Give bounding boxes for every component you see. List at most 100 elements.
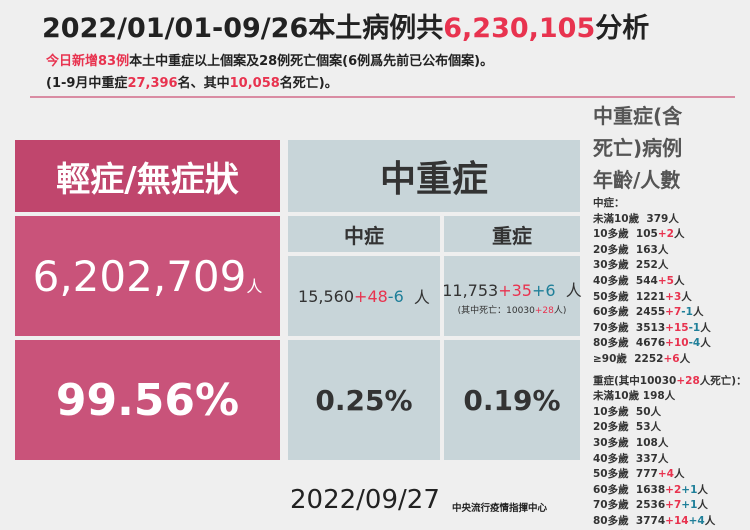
age-row: 80多歲 4676+10-4人 xyxy=(593,336,747,352)
text-part: 本土中重症以上個案及28例死亡個案(6例爲先前已公布個案)。 xyxy=(129,54,494,69)
age-row: 50多歲 1221+3人 xyxy=(593,290,747,306)
text-part: 人 xyxy=(673,228,685,241)
text-part: 人 xyxy=(700,337,711,350)
text-part: -4 xyxy=(688,337,701,350)
text-part: 中症： xyxy=(593,197,625,209)
side-list: 中症： 未滿10歲 379人 10多歲 105+2人 20多歲 163人 30多歲 25… xyxy=(593,196,747,530)
severe-cell: 11,753+35+6 人 (其中死亡：10030+28人) xyxy=(442,256,582,336)
text-part: 50多歲 777 xyxy=(593,468,658,481)
text-part: 70多歲 2536 xyxy=(593,499,666,512)
text-part: +1 xyxy=(681,483,698,496)
moderate-percent: 0.25% xyxy=(288,340,440,460)
age-row: 50多歲 777+4人 xyxy=(593,467,747,483)
text-part: 名死亡)。 xyxy=(279,76,338,91)
text-part: 人 xyxy=(704,514,716,527)
text-part: +6 xyxy=(663,352,680,365)
age-row: 70多歲 3513+15-1人 xyxy=(593,321,747,337)
text-part: 10,058 xyxy=(229,76,280,91)
text-part: (其中死亡：10030 xyxy=(457,305,535,316)
age-row: 60多歲 2455+7-1人 xyxy=(593,305,747,321)
age-row: 30多歲 108人 xyxy=(593,436,747,452)
text-part: 10多歲 105 xyxy=(593,228,658,241)
mild-heading: 輕症/無症狀 xyxy=(15,140,280,212)
moderate-count: 15,560 +48 -6 人 xyxy=(288,256,440,336)
value: 6,202,709 xyxy=(32,251,247,301)
text-part: ≥90歲 2252 xyxy=(593,352,664,365)
age-row: 20多歲 53人 xyxy=(593,420,747,436)
age-row: 未滿10歲 198人 xyxy=(593,389,747,405)
text-part: 人 xyxy=(673,274,685,287)
text-part: 人 xyxy=(673,468,685,481)
text-part: +2 xyxy=(657,228,674,241)
mild-count: 6,202,709 人 xyxy=(15,216,280,336)
text-part: 名、其中 xyxy=(177,76,230,91)
serious-heading: 中重症 xyxy=(288,140,580,212)
age-row: 40多歲 544+5人 xyxy=(593,274,747,290)
text-part: 50多歲 1221 xyxy=(593,290,666,303)
subtitle: 今日新增83例本土中重症以上個案及28例死亡個案(6例爲先前已公布個案)。 xyxy=(46,50,493,69)
side-title-line: 死亡)病例 xyxy=(593,136,683,160)
text-part: -1 xyxy=(688,321,701,334)
text-part: 60多歲 2455 xyxy=(593,306,666,319)
text-part: 27,396 xyxy=(127,76,178,91)
text-part: 未滿10歲 379人 xyxy=(593,212,679,225)
severe-count: 11,753+35+6 人 xyxy=(442,277,582,301)
text-part: -1 xyxy=(681,306,693,319)
text-part: +48 xyxy=(354,286,388,306)
divider xyxy=(30,96,735,98)
text-part: 人 xyxy=(679,352,691,365)
text-part: 人死亡)： xyxy=(699,374,747,387)
age-row: 20多歲 163人 xyxy=(593,243,747,259)
unit: 人 xyxy=(246,277,263,296)
text-part: +5 xyxy=(657,274,674,287)
text-part: +10 xyxy=(665,337,689,350)
severe-note: (其中死亡：10030+28人) xyxy=(458,303,567,316)
side-title-line: 中重症(含 xyxy=(593,104,683,128)
date: 2022/09/27 xyxy=(290,485,440,515)
text-part: 人 xyxy=(403,288,430,307)
side-title: 中重症(含死亡)病例年齡/人數 xyxy=(593,100,682,196)
text-part: 40多歲 337人 xyxy=(593,452,669,465)
text-part: 6,230,105 xyxy=(443,13,596,44)
text-part: +28 xyxy=(676,374,700,387)
text-part: 2022/01/01-09/26本土病例共 xyxy=(42,13,444,44)
text-part: 分析 xyxy=(595,13,650,44)
age-row: 30多歲 252人 xyxy=(593,258,747,274)
text-part: +4 xyxy=(657,468,674,481)
text-part: +7 xyxy=(665,499,682,512)
text-part: 15,560 xyxy=(298,286,355,306)
text-part: +6 xyxy=(531,280,556,300)
age-row: 80多歲 3774+14+4人 xyxy=(593,514,747,530)
moderate-heading: 中症 xyxy=(288,216,440,252)
text-part: 人 xyxy=(555,280,582,300)
age-row: ≥90歲 2252+6人 xyxy=(593,352,747,368)
text-part: 40多歲 544 xyxy=(593,274,658,287)
text-part: 80多歲 3774 xyxy=(593,514,666,527)
side-title-line: 年齡/人數 xyxy=(593,168,681,192)
text-part: 70多歲 3513 xyxy=(593,321,666,334)
age-row: 60多歲 1638+2+1人 xyxy=(593,483,747,499)
text-part: 30多歲 108人 xyxy=(593,436,669,449)
mild-percent: 99.56% xyxy=(15,340,280,460)
text-part: +7 xyxy=(665,306,682,319)
org: 中央流行疫情指揮中心 xyxy=(452,503,548,514)
text-part: +1 xyxy=(681,499,698,512)
age-row: 70多歲 2536+7+1人 xyxy=(593,498,747,514)
age-row: 10多歲 105+2人 xyxy=(593,227,747,243)
text-part: 人 xyxy=(692,306,704,319)
text-part: 60多歲 1638 xyxy=(593,483,666,496)
text-part: 20多歲 163人 xyxy=(593,243,669,256)
text-part: 人 xyxy=(697,499,708,512)
text-part: -6 xyxy=(387,286,404,306)
text-part: 人 xyxy=(697,483,708,496)
text-part: 30多歲 252人 xyxy=(593,259,669,272)
age-row: 未滿10歲 379人 xyxy=(593,212,747,228)
text-part: +4 xyxy=(688,514,705,527)
text-part: 20多歲 53人 xyxy=(593,421,662,434)
text-part: +14 xyxy=(665,514,689,527)
age-row: 40多歲 337人 xyxy=(593,452,747,468)
section-label: 重症(其中10030+28人死亡)： xyxy=(593,374,747,390)
subtitle: (1-9月中重症27,396名、其中10,058名死亡)。 xyxy=(46,72,338,91)
text-part: 80多歲 4676 xyxy=(593,337,666,350)
